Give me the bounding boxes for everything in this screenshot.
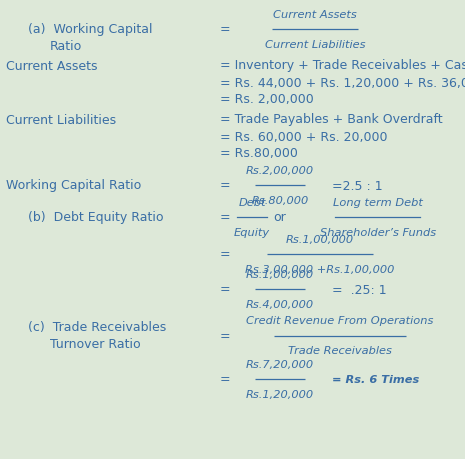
Text: =2.5 : 1: =2.5 : 1 [332,179,383,192]
Text: Rs.2,00,000: Rs.2,00,000 [246,166,314,176]
Text: Rs.80,000: Rs.80,000 [252,196,309,206]
Text: Current Assets: Current Assets [273,10,357,20]
Text: (b)  Debt Equity Ratio: (b) Debt Equity Ratio [28,211,164,224]
Text: = Rs. 6 Times: = Rs. 6 Times [332,374,419,384]
Text: Rs.1,20,000: Rs.1,20,000 [246,389,314,399]
Text: Rs.4,00,000: Rs.4,00,000 [246,299,314,309]
Text: Credit Revenue From Operations: Credit Revenue From Operations [246,316,434,326]
Text: Current Liabilities: Current Liabilities [265,40,365,50]
Text: = Rs. 44,000 + Rs. 1,20,000 + Rs. 36,000: = Rs. 44,000 + Rs. 1,20,000 + Rs. 36,000 [220,76,465,90]
Text: (c)  Trade Receivables: (c) Trade Receivables [28,321,166,334]
Text: =: = [220,211,231,224]
Text: =: = [220,283,231,296]
Text: Rs.1,00,000: Rs.1,00,000 [286,235,354,245]
Text: =: = [220,248,231,261]
Text: Shareholder’s Funds: Shareholder’s Funds [320,228,436,237]
Text: = Inventory + Trade Receivables + Cash: = Inventory + Trade Receivables + Cash [220,59,465,73]
Text: Current Assets: Current Assets [6,59,98,73]
Text: =: = [220,329,231,342]
Text: = Trade Payables + Bank Overdraft: = Trade Payables + Bank Overdraft [220,113,443,126]
Text: Rs.3,00,000 +Rs.1,00,000: Rs.3,00,000 +Rs.1,00,000 [246,264,395,274]
Text: Rs.7,20,000: Rs.7,20,000 [246,359,314,369]
Text: = Rs.80,000: = Rs.80,000 [220,147,298,160]
Text: Long term Debt: Long term Debt [333,197,423,207]
Text: Rs.1,00,000: Rs.1,00,000 [246,269,314,280]
Text: Equity: Equity [234,228,270,237]
Text: = Rs. 2,00,000: = Rs. 2,00,000 [220,93,314,106]
Text: =  .25: 1: = .25: 1 [332,283,386,296]
Text: Ratio: Ratio [50,40,82,53]
Text: Trade Receivables: Trade Receivables [288,346,392,356]
Text: or: or [273,211,286,224]
Text: Working Capital Ratio: Working Capital Ratio [6,179,141,192]
Text: =: = [220,179,231,192]
Text: = Rs. 60,000 + Rs. 20,000: = Rs. 60,000 + Rs. 20,000 [220,130,387,143]
Text: Turnover Ratio: Turnover Ratio [50,338,140,351]
Text: =: = [220,373,231,386]
Text: (a)  Working Capital: (a) Working Capital [28,23,153,36]
Text: =: = [220,23,231,36]
Text: Current Liabilities: Current Liabilities [6,113,116,126]
Text: Debt: Debt [238,197,266,207]
